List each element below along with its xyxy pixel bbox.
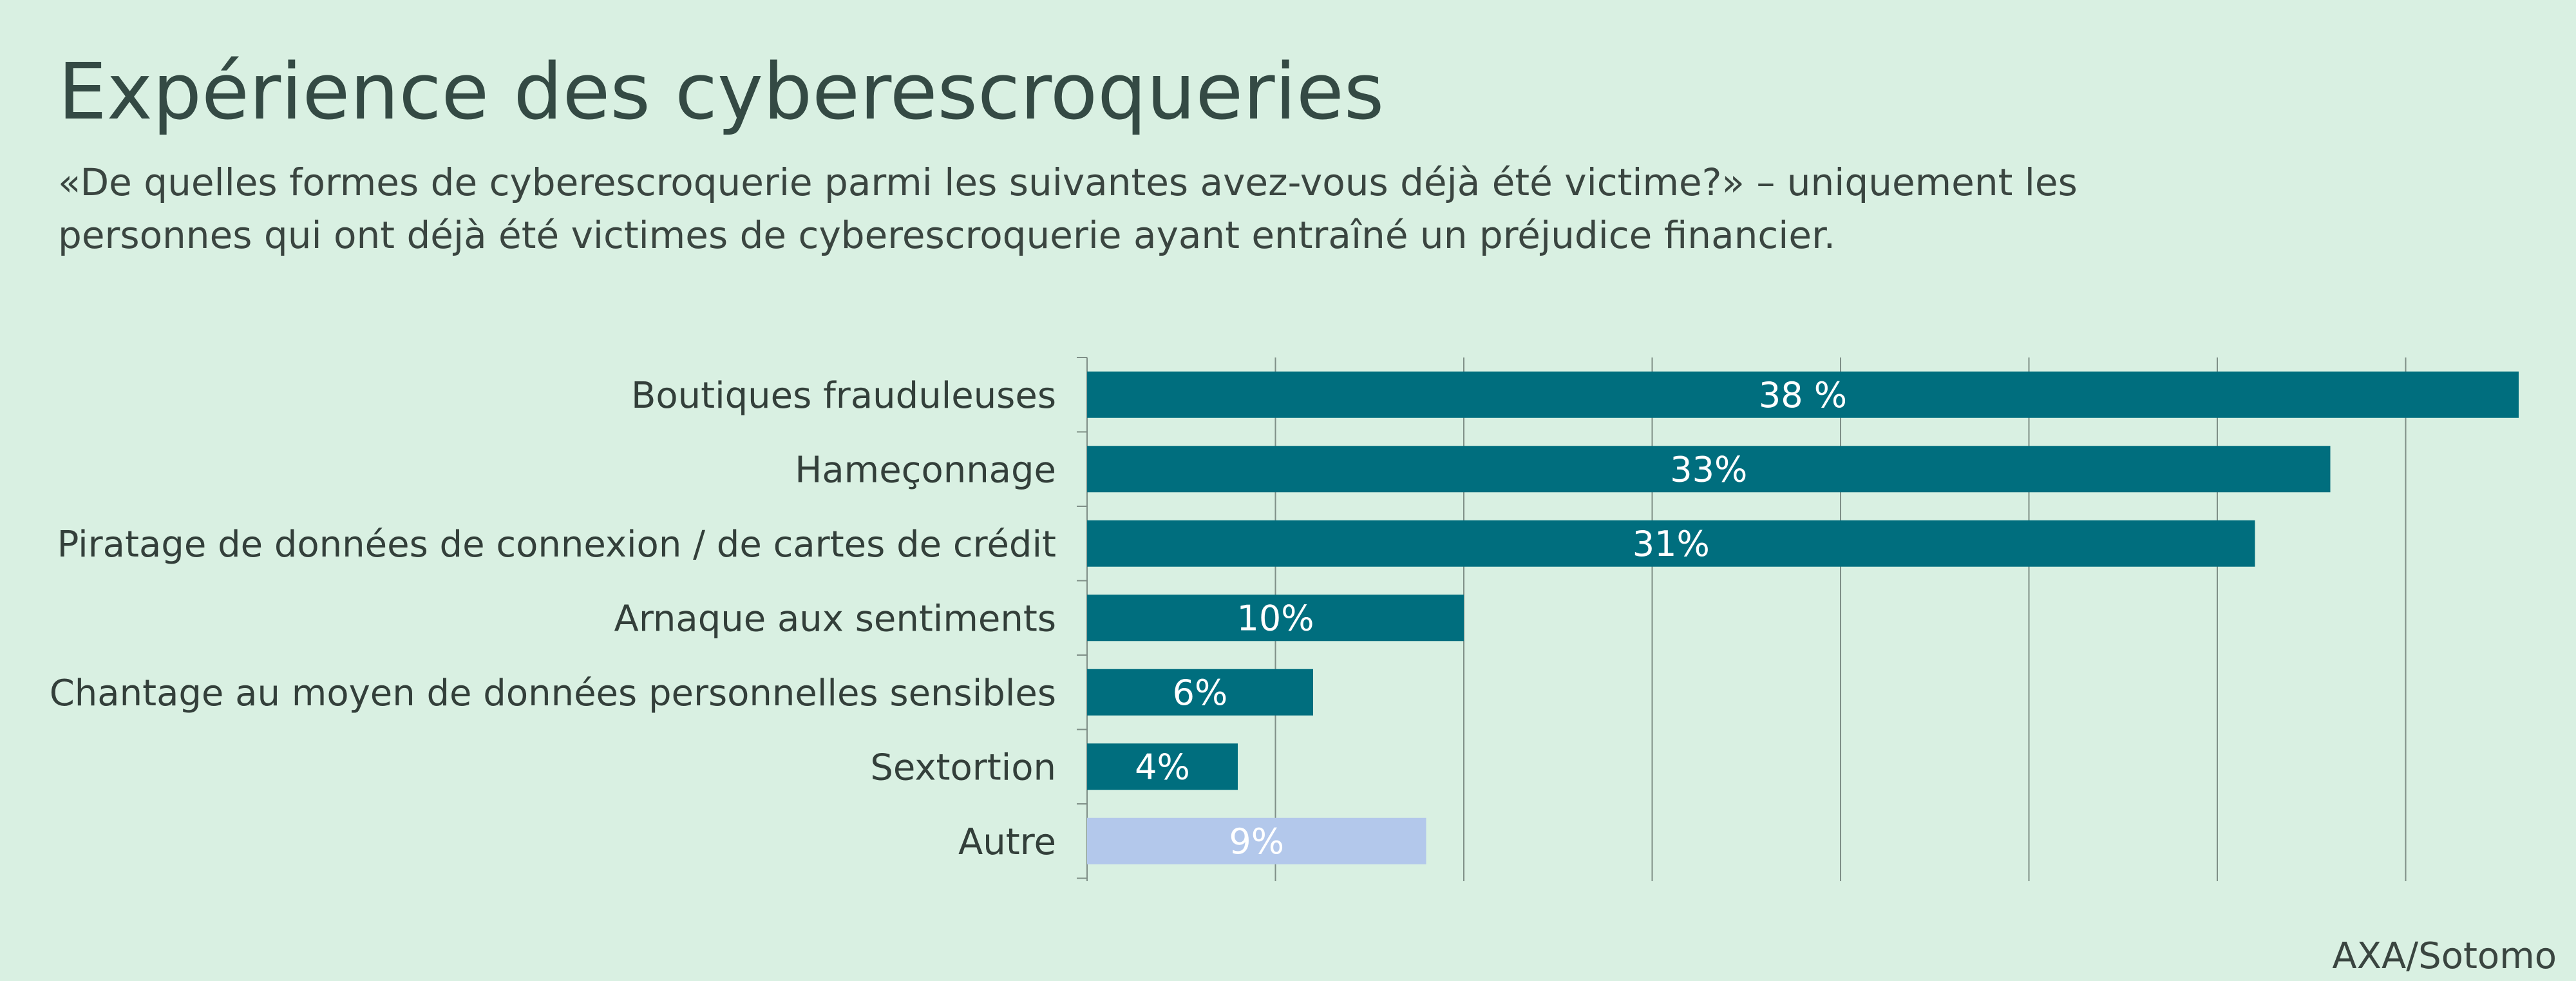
bar — [1087, 595, 1464, 642]
bars — [1087, 371, 2519, 864]
category-label: Chantage au moyen de données personnelle… — [50, 672, 1056, 714]
bar — [1087, 669, 1313, 716]
category-label: Sextortion — [870, 747, 1056, 788]
bar — [1087, 446, 2331, 493]
chart-subtitle: «De quelles formes de cyberescroquerie p… — [58, 160, 2078, 257]
category-label: Arnaque aux sentiments — [614, 598, 1056, 640]
bar — [1087, 743, 1238, 790]
category-label: Boutiques frauduleuses — [631, 375, 1056, 417]
data-label: 38 % — [1759, 375, 1847, 415]
value-labels: 38 % 33% 31% 10%6% 4% 9% — [1135, 375, 1847, 862]
data-label: 6% — [1173, 672, 1228, 713]
data-label: 9% — [1229, 821, 1284, 862]
bar — [1087, 371, 2519, 418]
data-label: 4% — [1135, 747, 1190, 787]
bar-chart: Boutiques frauduleuses Hameçonnage Piratag… — [50, 357, 2519, 881]
category-label: Autre — [958, 821, 1056, 863]
bar — [1087, 520, 2255, 567]
source-credit: AXA/Sotomo — [2332, 935, 2557, 977]
category-label: Hameçonnage — [795, 449, 1056, 491]
data-label: 31% — [1633, 524, 1710, 564]
bar — [1087, 817, 1426, 864]
category-labels: Boutiques frauduleuses Hameçonnage Piratag… — [50, 375, 1056, 863]
data-label: 33% — [1670, 449, 1747, 490]
data-label: 10% — [1236, 598, 1314, 638]
chart-title: Expérience des cyberescroqueries — [58, 48, 1385, 137]
category-label: Piratage de données de connexion / de ca… — [57, 524, 1056, 566]
